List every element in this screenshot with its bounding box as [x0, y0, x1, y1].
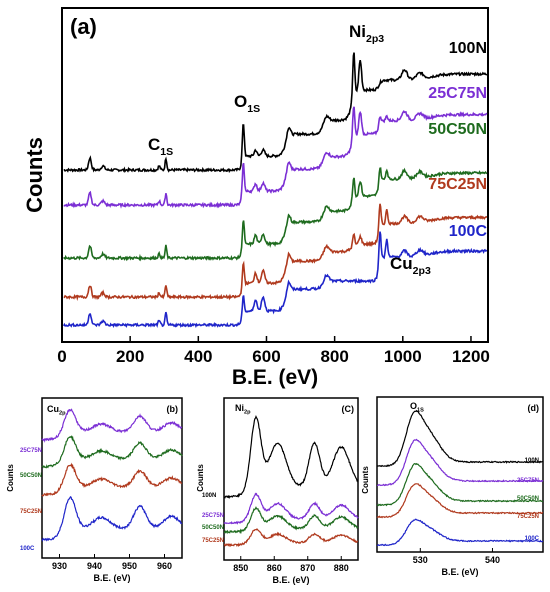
series-line-a-25C75N	[63, 106, 488, 209]
panel-label-b: (b)	[167, 404, 179, 414]
series-line-b-75C25N	[41, 462, 183, 497]
series-label-a: 25C75N	[428, 85, 487, 102]
series-label-d: 50C50N	[517, 496, 539, 502]
x-tick-label-c: 860	[267, 563, 282, 573]
x-tick-label-c: 880	[334, 563, 349, 573]
plot-frame-d	[376, 396, 544, 553]
x-tick-label-b: 960	[157, 561, 172, 571]
x-axis-label-b: B.E. (eV)	[93, 573, 130, 583]
peak-annotation-a: Cu2p3	[390, 254, 431, 277]
x-tick-label-a: 800	[320, 347, 348, 366]
x-tick-label-b: 930	[52, 561, 67, 571]
series-line-d-25C75N	[376, 438, 544, 487]
series-line-c-100N	[223, 414, 359, 499]
panel-label-a: (a)	[70, 14, 97, 39]
x-tick-label-a: 400	[184, 347, 212, 366]
x-tick-label-a: 1200	[452, 347, 490, 366]
series-line-d-100N	[376, 409, 544, 468]
series-line-d-50C50N	[376, 462, 544, 507]
series-label-a: 75C25N	[428, 176, 487, 193]
panel-b: 930 940 950 960 B.E. (eV) Counts (b) Cu2p 25C75N…	[6, 397, 183, 583]
series-label-c: 100N	[202, 493, 216, 499]
y-axis-label-d: Counts	[361, 466, 370, 494]
panel-c: 850 860 870 880 B.E. (eV) Counts (C) Ni2p 100N 25…	[196, 397, 359, 585]
series-line-d-75C25N	[376, 483, 544, 519]
x-tick-label-d: 540	[485, 555, 500, 565]
peak-annotation-a: C1S	[148, 135, 173, 158]
peak-annotation-c: Ni2p	[235, 403, 251, 416]
panel-a: 0 200 400 600 800 1000 1200 B.E. (eV) Counts (a) 1…	[22, 7, 490, 389]
peak-annotation-b: Cu2p	[47, 404, 66, 417]
series-label-d: 100C	[525, 536, 540, 542]
x-tick-label-b: 950	[122, 561, 137, 571]
series-label-b: 75C25N	[20, 509, 42, 515]
x-tick-label-c: 870	[300, 563, 315, 573]
series-line-a-50C50N	[63, 167, 488, 262]
x-axis-label-c: B.E. (eV)	[272, 575, 309, 585]
y-axis-label-c: Counts	[196, 464, 205, 492]
x-tick-label-a: 200	[116, 347, 144, 366]
series-line-c-25C75N	[223, 492, 359, 525]
x-tick-label-c: 850	[233, 563, 248, 573]
y-axis-label-b: Counts	[6, 464, 15, 492]
series-label-b: 100C	[20, 546, 35, 552]
series-line-c-75C25N	[223, 528, 359, 548]
series-line-b-100C	[41, 495, 183, 542]
x-axis-label-a: B.E. (eV)	[232, 366, 318, 389]
peak-annotation-a: Ni2p3	[349, 22, 384, 45]
panel-d: 530 540 B.E. (eV) Counts (d) O1S 100N 25C75N 50C…	[361, 396, 544, 577]
x-tick-label-a: 0	[57, 347, 66, 366]
x-tick-label-d: 530	[413, 555, 428, 565]
y-axis-label-a: Counts	[22, 137, 47, 213]
series-label-d: 25C75N	[517, 478, 539, 484]
peak-annotation-d: O1S	[410, 401, 424, 414]
series-label-a: 100C	[449, 223, 488, 240]
series-label-c: 75C25N	[202, 538, 224, 544]
series-label-c: 25C75N	[202, 513, 224, 519]
series-label-d: 75C25N	[517, 514, 539, 520]
x-axis-label-d: B.E. (eV)	[441, 567, 478, 577]
series-line-a-100C	[62, 231, 488, 329]
series-label-b: 50C50N	[20, 473, 42, 479]
series-line-d-100C	[376, 518, 544, 547]
x-tick-label-b: 940	[87, 561, 102, 571]
panel-label-c: (C)	[342, 404, 355, 414]
series-label-a: 50C50N	[428, 121, 487, 138]
plot-frame-c	[223, 397, 359, 561]
series-line-a-75C25N	[63, 203, 487, 301]
series-line-b-50C50N	[41, 435, 183, 469]
series-label-b: 25C75N	[20, 448, 42, 454]
series-label-c: 50C50N	[202, 525, 224, 531]
series-line-c-50C50N	[223, 506, 359, 535]
x-tick-label-a: 1000	[384, 347, 422, 366]
plot-frame-b	[41, 397, 183, 559]
panel-label-d: (d)	[528, 403, 540, 413]
series-line-b-25C75N	[41, 408, 183, 443]
series-label-a: 100N	[449, 40, 487, 57]
x-tick-label-a: 600	[252, 347, 280, 366]
peak-annotation-a: O1S	[234, 92, 260, 115]
series-line-a-100N	[63, 52, 488, 174]
series-label-d: 100N	[525, 458, 539, 464]
plot-frame-a	[61, 7, 489, 343]
